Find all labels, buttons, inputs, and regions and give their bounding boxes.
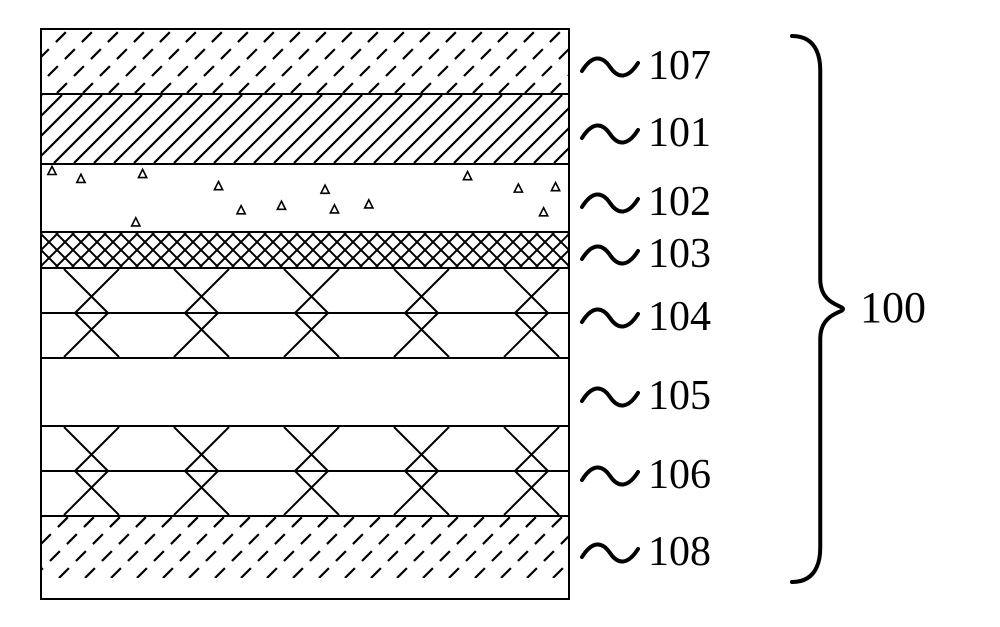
label-row-101: 101 bbox=[580, 109, 711, 157]
group-label: 100 bbox=[860, 282, 926, 333]
label-row-108: 108 bbox=[580, 528, 711, 576]
layer-label-106: 106 bbox=[648, 451, 711, 499]
leader-tilde-icon bbox=[580, 239, 640, 269]
layer-105 bbox=[42, 357, 568, 425]
label-row-102: 102 bbox=[580, 178, 711, 226]
layer-108 bbox=[42, 515, 568, 578]
layer-label-105: 105 bbox=[648, 372, 711, 420]
leader-tilde-icon bbox=[580, 187, 640, 217]
leader-tilde-icon bbox=[580, 118, 640, 148]
layer-101 bbox=[42, 93, 568, 163]
label-row-107: 107 bbox=[580, 42, 711, 90]
leader-tilde-icon bbox=[580, 537, 640, 567]
label-row-103: 103 bbox=[580, 230, 711, 278]
layer-label-104: 104 bbox=[648, 293, 711, 341]
layer-106 bbox=[42, 425, 568, 515]
layer-label-108: 108 bbox=[648, 528, 711, 576]
label-row-105: 105 bbox=[580, 372, 711, 420]
labels-column: 107 101 102103 104 105 106 108 bbox=[580, 0, 780, 627]
layer-103 bbox=[42, 231, 568, 267]
group-brace bbox=[790, 34, 845, 584]
label-row-104: 104 bbox=[580, 293, 711, 341]
layer-label-102: 102 bbox=[648, 178, 711, 226]
leader-tilde-icon bbox=[580, 460, 640, 490]
leader-tilde-icon bbox=[580, 381, 640, 411]
leader-tilde-icon bbox=[580, 51, 640, 81]
layer-104 bbox=[42, 267, 568, 357]
layer-label-103: 103 bbox=[648, 230, 711, 278]
layer-label-107: 107 bbox=[648, 42, 711, 90]
layer-107 bbox=[42, 30, 568, 93]
layer-stack bbox=[40, 28, 570, 600]
label-row-106: 106 bbox=[580, 451, 711, 499]
layer-102 bbox=[42, 163, 568, 231]
figure-stage: 107 101 102103 104 105 106 108 100 bbox=[0, 0, 1000, 627]
layer-label-101: 101 bbox=[648, 109, 711, 157]
leader-tilde-icon bbox=[580, 302, 640, 332]
